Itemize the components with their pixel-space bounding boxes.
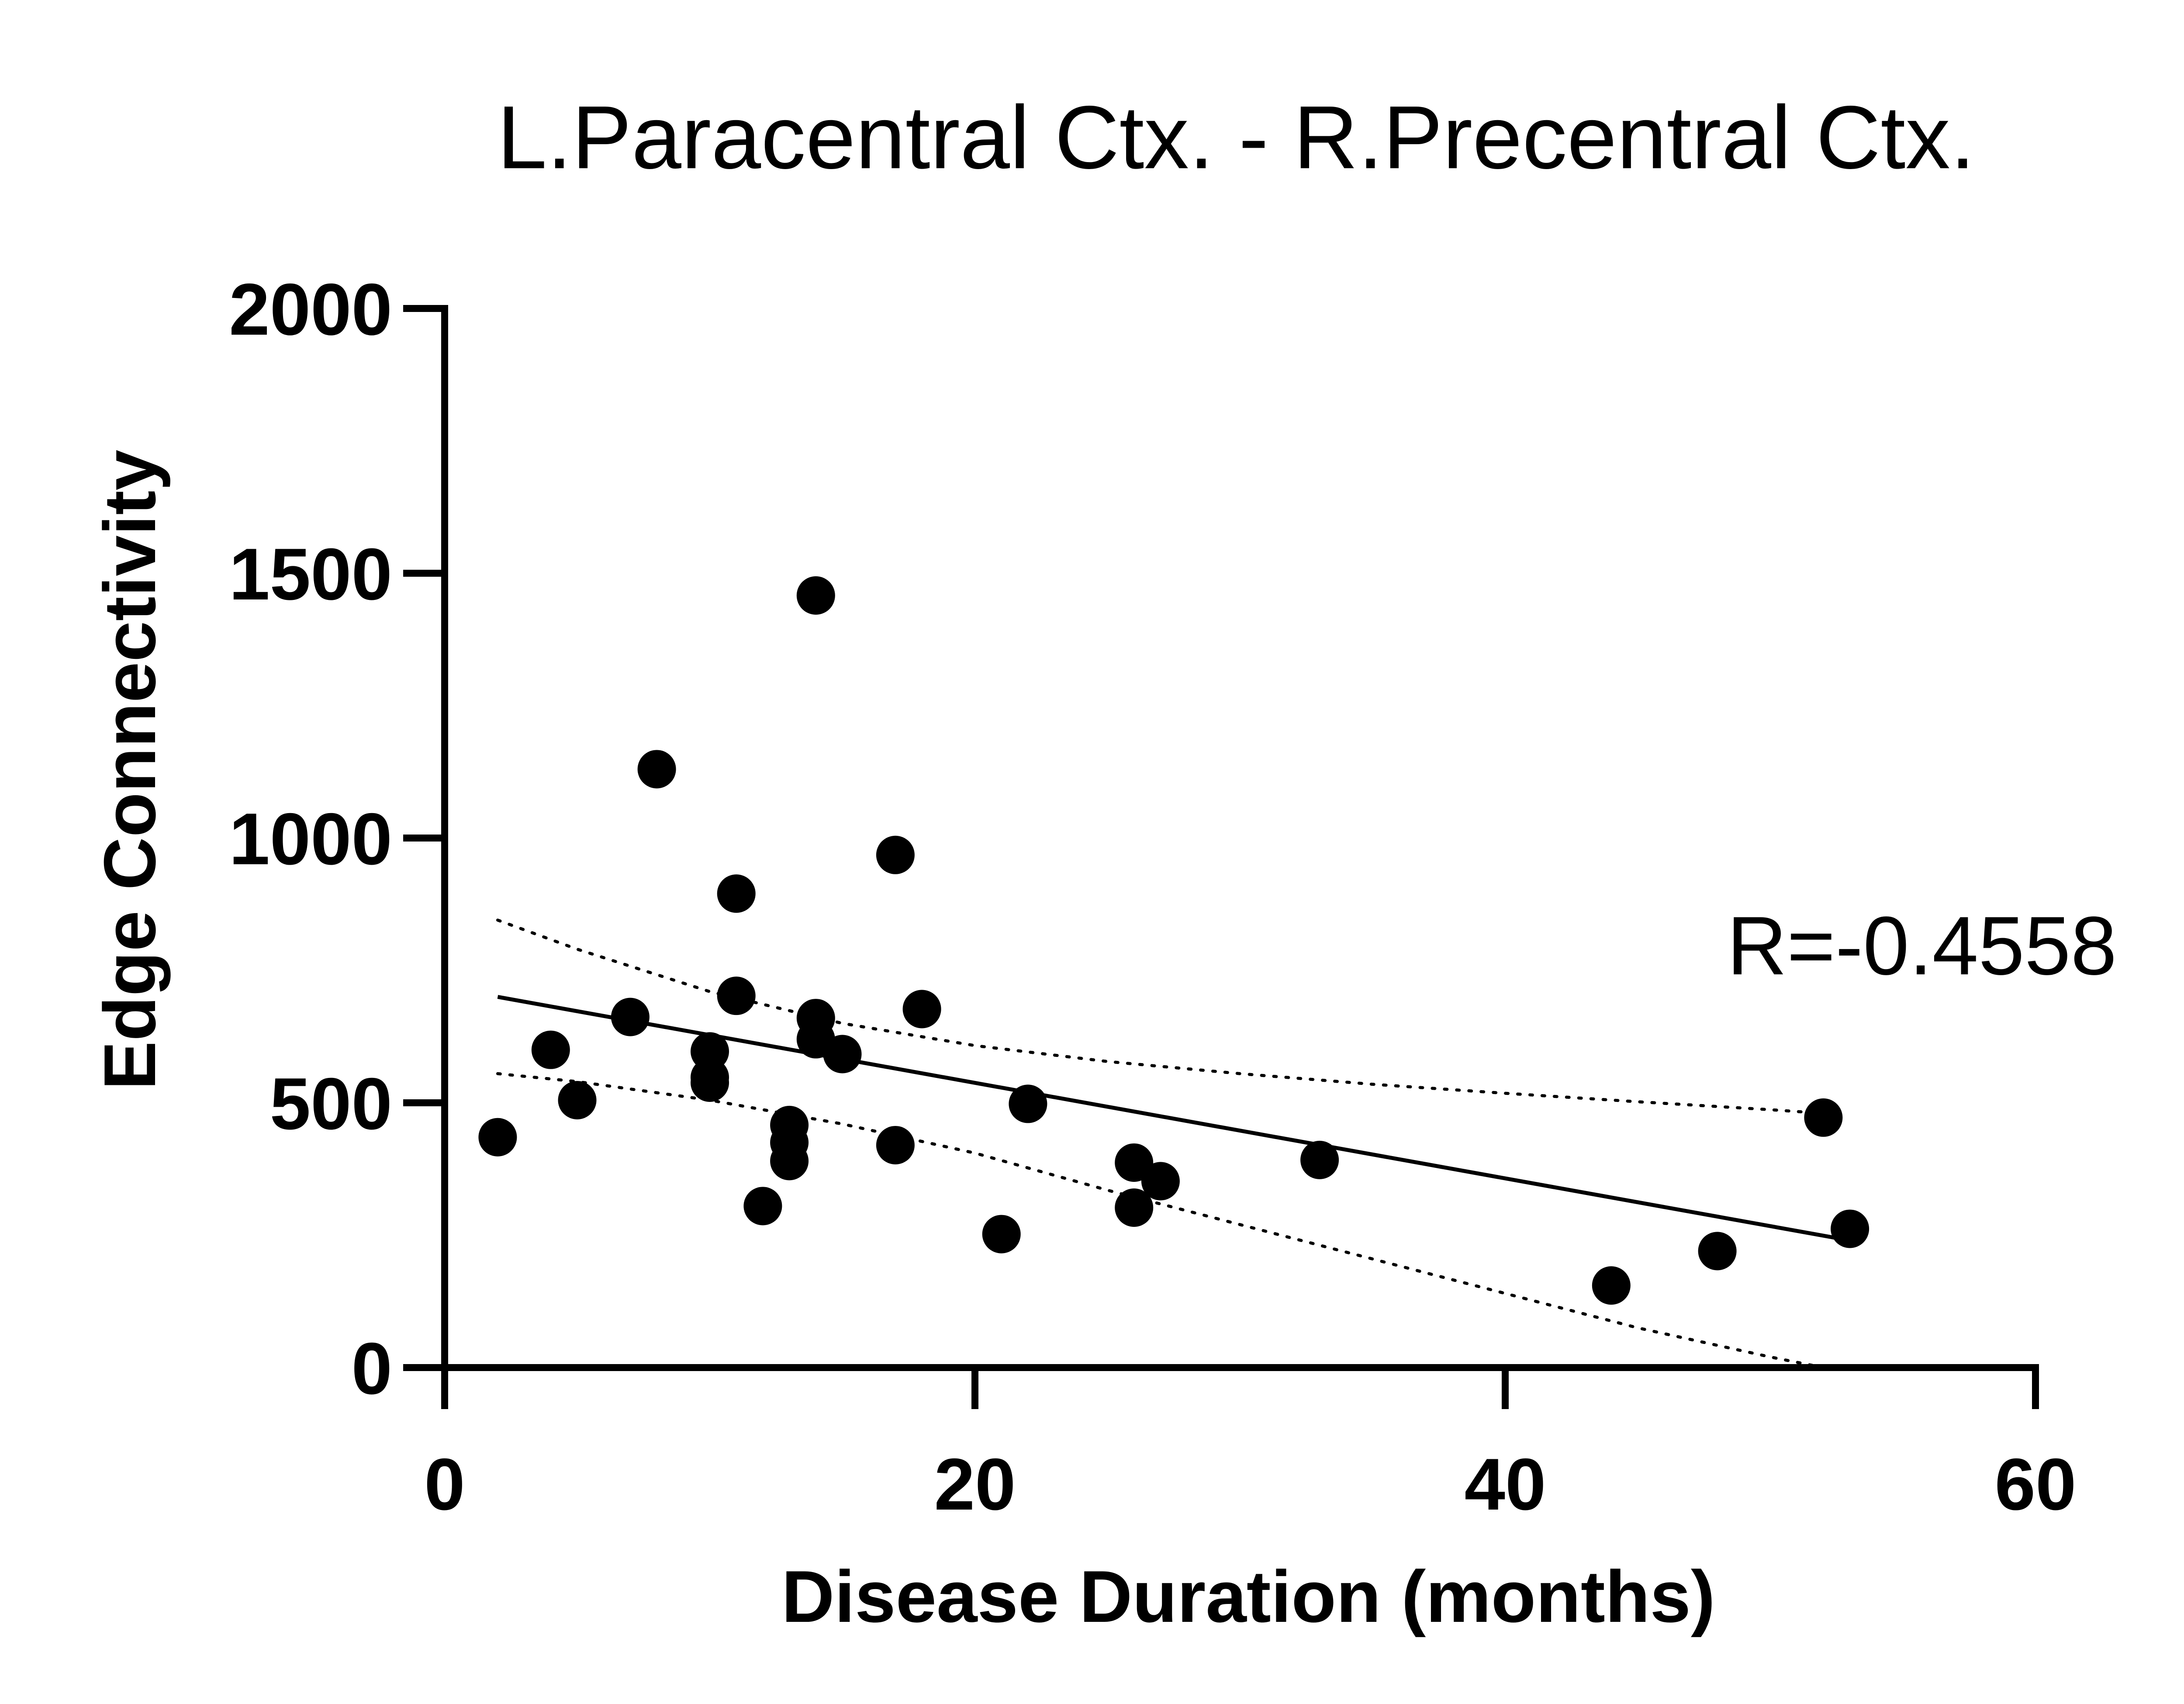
data-point [876,1126,915,1164]
data-point [876,835,915,874]
x-axis-label: Disease Duration (months) [781,1555,1715,1638]
data-point [770,1142,809,1181]
regression-line [497,995,1850,1243]
data-point [691,1063,729,1102]
data-point [478,1118,517,1157]
data-point [1115,1188,1154,1227]
y-tick-label: 1500 [229,533,392,615]
x-tick-label: 60 [1995,1443,2077,1525]
data-point [1804,1098,1843,1137]
data-point [531,1030,570,1069]
chart-title: L.Paracentral Ctx. - R.Precentral Ctx. [497,87,1975,187]
x-tick-label: 40 [1465,1443,1546,1525]
data-point [611,997,650,1036]
y-axis-label: Edge Connectivity [89,450,171,1090]
y-tick-label: 1000 [229,798,392,880]
y-tick-label: 500 [270,1063,392,1145]
regression-line-group [497,995,1850,1243]
data-point [1009,1084,1047,1123]
data-point [1831,1209,1870,1248]
data-point [796,576,835,615]
correlation-annotation: R=-0.4558 [1727,900,2117,992]
data-point [1592,1266,1631,1305]
x-tick-label: 0 [424,1443,465,1525]
data-point [717,977,756,1015]
x-tick-label: 20 [934,1443,1016,1525]
data-point [1141,1162,1180,1201]
data-point [823,1035,862,1074]
tick-labels: 0 500 1000 1500 2000 0 20 40 60 [229,268,2076,1525]
data-point [637,750,676,789]
data-point [1300,1140,1339,1179]
data-point [902,990,941,1029]
data-point [717,874,756,913]
data-points [478,576,1870,1305]
data-point [743,1187,782,1226]
axes [403,305,2039,1409]
data-point [1698,1232,1737,1271]
y-tick-label: 0 [352,1327,392,1410]
data-point [558,1081,597,1119]
y-tick-label: 2000 [229,268,392,350]
data-point [982,1215,1021,1254]
